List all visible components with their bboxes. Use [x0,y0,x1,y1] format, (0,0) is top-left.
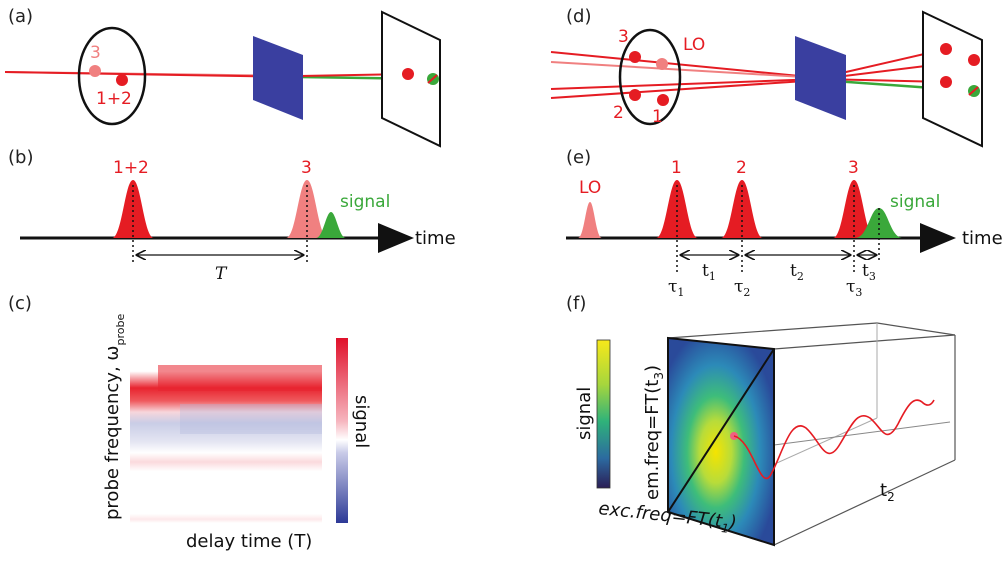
d-detector-screen [922,10,983,148]
e-pulse-1 [656,180,698,238]
beam-12-spot [116,74,128,86]
e-signal-label: signal [890,192,940,212]
d-beam-2 [550,78,821,90]
beam-12-line [4,71,301,78]
e-tau2-label: τ2 [734,277,750,299]
f-box-back-top [876,322,956,336]
e-time-label: time [962,228,1003,249]
f-t2-axis [773,421,951,446]
d-screen-spot-slash [968,86,979,96]
panel-a-letter: (a) [8,6,33,27]
c-colorbar [336,338,348,523]
e-tau3-label: τ3 [846,277,862,299]
beam-ellipse [77,26,147,126]
d-spot-3 [629,51,641,63]
beam-12-label: 1+2 [96,89,132,109]
panel-a: (a) 3 1+2 [4,6,441,148]
pulse-12 [112,180,154,238]
signal-label: signal [340,192,390,212]
panel-c: (c) probe frequency, ωprobe delay time (… [8,293,372,552]
heatmap-red-band [158,365,322,391]
e-t2-label: t2 [790,261,804,283]
f-yaxis-label: em.freq=FT(t3) [642,365,666,500]
sample-plate [253,36,303,120]
e-label-3: 3 [848,158,859,178]
f-colorbar [596,339,611,489]
d-label-3: 3 [618,27,629,47]
d-label-2: 2 [613,103,624,123]
pulse-3-label: 3 [301,158,312,178]
pulse-12-label: 1+2 [113,158,149,178]
e-tau1-label: τ1 [668,277,684,299]
f-box-bottom [773,459,956,546]
delay-label: T [215,264,228,284]
d-beam-lo [550,61,821,79]
panel-b-letter: (b) [8,147,33,168]
e-label-1: 1 [671,158,682,178]
f-depth-label: t2 [880,480,895,504]
panel-e-letter: (e) [566,147,591,168]
e-label-lo: LO [579,178,601,198]
pulse-3 [286,180,328,238]
d-beam-1 [550,79,821,99]
panel-e: (e) time LO 1 2 3 signal t1 t2 t3 τ1 τ2 … [566,147,1003,299]
c-xlabel: delay time (T) [186,531,312,552]
screen-spot-red [402,68,414,80]
signal-pulse [316,212,346,238]
panel-b: (b) time 1+2 3 signal T [8,147,456,284]
d-sample-plate [795,36,846,120]
f-diagonal [667,348,775,513]
c-colorbar-label: signal [351,395,372,448]
c-ylabel: probe frequency, ωprobe [102,314,127,520]
e-pulse-3 [833,180,875,238]
f-oscillation [733,399,935,480]
panel-d-letter: (d) [566,6,591,27]
beam-3-label: 3 [90,43,101,63]
time-axis-label: time [415,228,456,249]
d-spot-lo [656,58,668,70]
e-pulse-2 [721,180,763,238]
d-label-1: 1 [652,107,663,127]
e-t3-label: t3 [862,261,876,283]
e-pulse-lo [578,202,602,238]
e-label-2: 2 [736,158,747,178]
screen-spot-slash [427,74,438,84]
d-beam-ellipse [618,28,682,126]
f-box-top-left [667,322,878,339]
panel-f: (f) signal em.freq=FT(t3) exc.freq=FT(t1… [566,293,956,547]
d-screen-spot-2 [940,76,952,88]
d-screen-spot-3 [968,54,980,66]
panel-c-letter: (c) [8,293,32,314]
f-colorbar-label: signal [574,387,595,440]
heatmap-blue-band [180,404,322,434]
d-beam-3 [550,51,821,79]
d-spot-1 [657,94,669,106]
beam-3-spot [89,65,101,77]
d-screen-spot-1 [940,43,952,55]
e-t1-label: t1 [702,261,716,283]
d-label-lo: LO [683,35,705,55]
d-spot-2 [629,89,641,101]
panel-d: (d) 3 LO 2 1 [550,6,983,148]
panel-f-letter: (f) [566,293,586,314]
f-box-top-right [773,334,956,350]
